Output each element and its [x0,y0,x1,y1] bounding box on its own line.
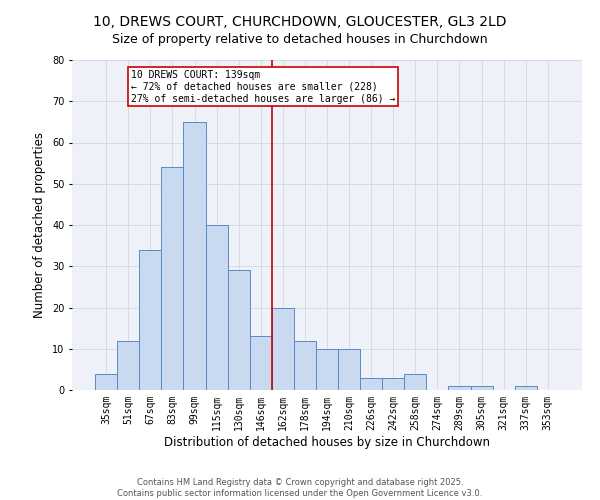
Bar [272,308,294,390]
Bar [227,270,250,390]
Bar [161,167,184,390]
Bar [448,386,470,390]
Bar [515,386,537,390]
Bar [382,378,404,390]
Bar [117,340,139,390]
Bar [250,336,272,390]
Y-axis label: Number of detached properties: Number of detached properties [34,132,46,318]
Bar [404,374,427,390]
Bar [184,122,206,390]
Bar [360,378,382,390]
Text: Contains HM Land Registry data © Crown copyright and database right 2025.
Contai: Contains HM Land Registry data © Crown c… [118,478,482,498]
Bar [139,250,161,390]
Text: Size of property relative to detached houses in Churchdown: Size of property relative to detached ho… [112,32,488,46]
Bar [206,225,227,390]
Text: 10, DREWS COURT, CHURCHDOWN, GLOUCESTER, GL3 2LD: 10, DREWS COURT, CHURCHDOWN, GLOUCESTER,… [93,15,507,29]
Text: 10 DREWS COURT: 139sqm
← 72% of detached houses are smaller (228)
27% of semi-de: 10 DREWS COURT: 139sqm ← 72% of detached… [131,70,395,104]
Bar [470,386,493,390]
Bar [338,349,360,390]
Bar [316,349,338,390]
Bar [294,340,316,390]
Bar [95,374,117,390]
X-axis label: Distribution of detached houses by size in Churchdown: Distribution of detached houses by size … [164,436,490,448]
